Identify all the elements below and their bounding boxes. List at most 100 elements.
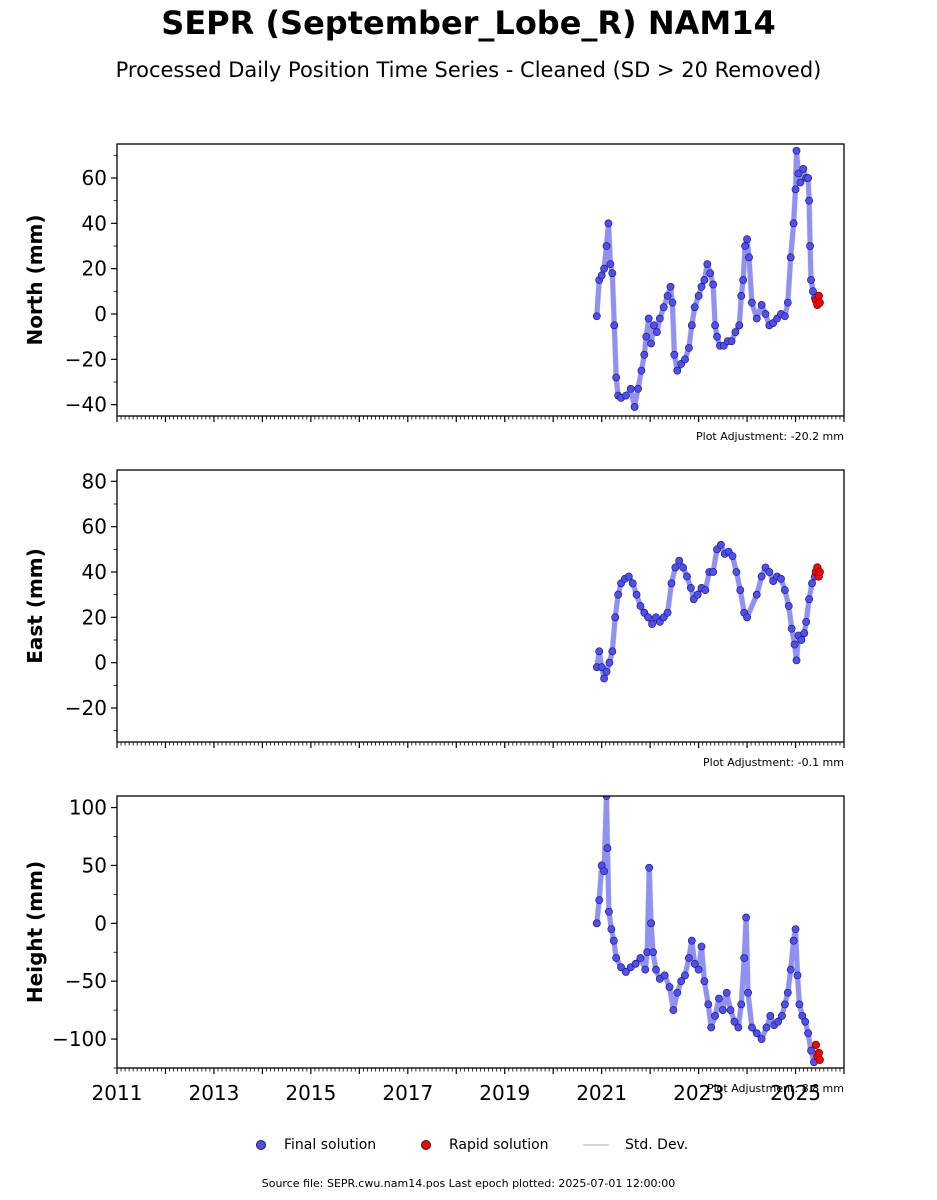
final-point [786,965,795,974]
legend: Final solution Rapid solution Std. Dev. [0,1137,937,1157]
y-tick-label: −20 [65,347,107,371]
final-point [600,674,608,683]
final-point [791,185,800,194]
final-point [697,942,706,951]
final-point [687,936,696,945]
final-point [671,563,680,572]
final-point [800,629,809,638]
y-tick-label: 60 [82,166,107,190]
panel-1: −40 −20 0 20 40 60 North (mm) Plot Adjustment: … [23,143,845,443]
final-point [799,165,808,173]
final-point [693,590,702,599]
final-point [807,276,815,284]
plot-adjustment-note: Plot Adjustment: 8.8 mm [707,1082,844,1095]
y-axis-label: Height (mm) [23,861,47,1003]
final-point [711,1012,719,1020]
chart-subtitle: Processed Daily Position Time Series - C… [115,58,822,82]
panel-2: −20 0 20 40 60 80 East (mm) Plot Adjustment: -0… [23,469,845,769]
final-point [597,271,606,280]
x-tick-label: 2015 [285,1081,336,1105]
y-tick-label: 20 [82,605,107,629]
final-point [626,384,635,393]
final-point [673,988,682,997]
final-point [644,314,653,323]
final-point [742,913,750,922]
final-point [743,613,751,622]
final-point [605,907,613,916]
final-point [614,590,623,599]
final-point [694,965,703,974]
final-point [801,1017,810,1026]
final-point [611,613,620,622]
plot-adjustment-note: Plot Adjustment: -0.1 mm [703,756,844,769]
y-tick-label: −40 [65,393,107,417]
rapid-point [811,1040,820,1049]
y-tick-label: 60 [82,515,107,539]
final-point [704,1000,713,1009]
final-point [778,1012,786,1020]
final-point [797,636,806,644]
final-point [700,276,709,284]
final-point [757,1035,766,1043]
final-point [647,339,656,348]
final-point [728,552,737,561]
final-point [648,620,656,629]
y-axis-label: East (mm) [23,548,47,664]
final-point [784,602,793,610]
final-point [731,328,740,337]
final-point [602,242,611,250]
final-point [642,332,651,341]
final-point [745,253,753,262]
final-point [636,602,645,610]
final-point [687,321,696,330]
final-point [735,321,744,330]
final-point [789,219,798,228]
final-point [707,1023,716,1032]
final-point [673,366,682,375]
final-point [605,658,614,667]
final-point [610,321,619,330]
final-point [740,954,749,962]
final-point [681,355,689,364]
x-tick-label: 2019 [479,1081,530,1105]
final-point [645,863,654,872]
final-point [660,971,669,980]
final-point [649,948,657,957]
final-point [632,590,641,599]
final-point [802,617,811,626]
legend-label-rapid: Rapid solution [449,1137,549,1153]
x-tick-label: 2023 [673,1081,724,1105]
final-point [624,572,633,581]
rapid-point [815,567,824,577]
y-tick-label: 40 [82,211,107,235]
final-point [663,291,672,300]
x-tick-label: 2025 [770,1081,821,1105]
final-point [808,579,816,588]
final-point [706,269,715,278]
legend-marker-rapid [421,1140,431,1150]
final-point [592,919,601,928]
legend-label-final: Final solution [284,1137,377,1153]
final-point [709,280,718,289]
final-point [690,959,699,968]
final-point [694,291,703,300]
final-point [655,314,664,323]
final-point [790,640,799,649]
final-point [783,988,792,997]
final-point [739,276,748,284]
final-point [644,613,653,622]
final-point [806,242,814,250]
final-point [640,350,649,359]
final-point [765,568,774,576]
y-tick-label: −50 [65,969,107,993]
plot-adjustment-note: Plot Adjustment: -20.2 mm [696,430,844,443]
final-point [636,954,645,962]
final-point [726,1006,735,1015]
final-point [780,586,789,595]
final-point [777,574,785,583]
final-point [628,579,637,588]
final-point [743,235,751,244]
final-point [752,590,761,599]
final-point [787,624,796,633]
